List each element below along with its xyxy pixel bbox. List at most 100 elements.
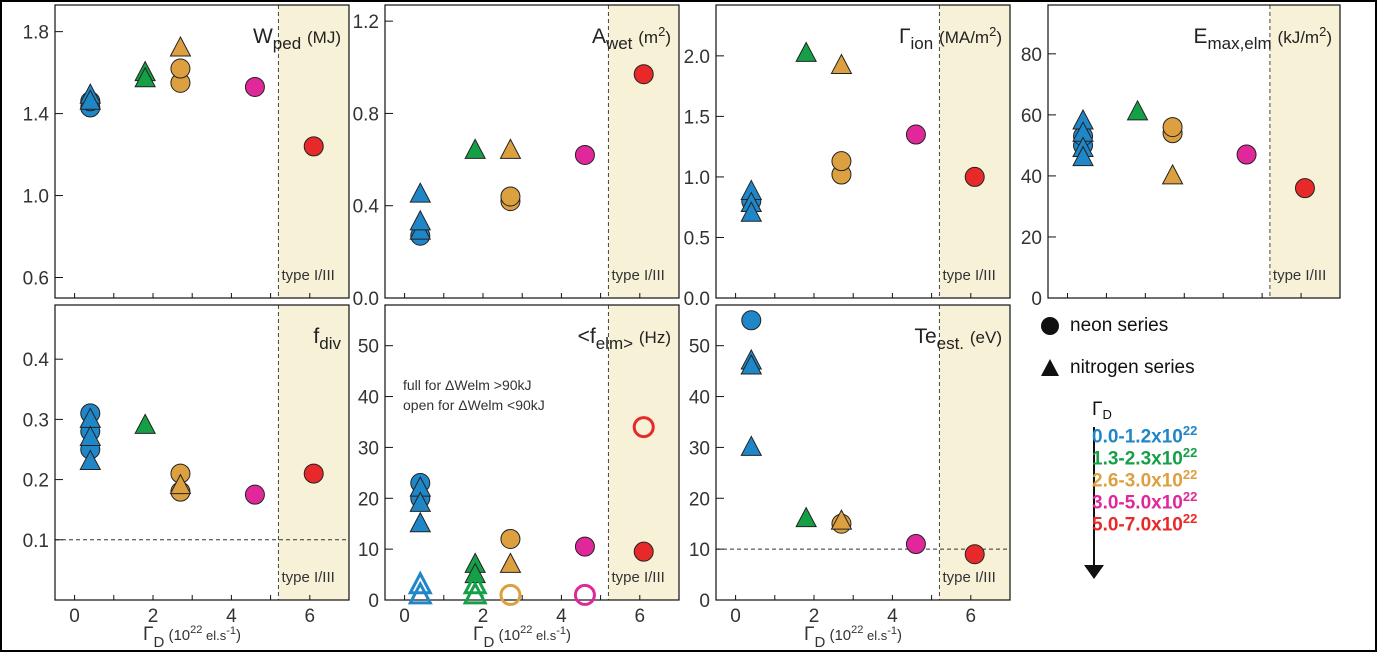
gamma-range-value: 3.0-5.0x10 [1092,492,1183,514]
x-tick-label: 0 [730,606,741,627]
data-point-circle [499,583,522,606]
panel-frame [54,4,350,299]
panel-frame [715,304,1011,601]
type-label: type I/III [942,569,995,586]
panel-title: fdiv [313,325,341,353]
arrow-down-icon [1093,427,1095,572]
data-point-triangle [1161,163,1184,185]
data-point-triangle [462,580,488,605]
type-label: type I/III [281,569,334,586]
x-tick-label: 4 [556,606,567,627]
data-point-triangle [79,89,102,110]
data-point-triangle [134,413,156,434]
type-label: type I/III [942,267,995,284]
data-point-circle [964,166,985,187]
panel-frame [1047,4,1341,299]
gamma-range-orange: 2.6-3.0x1022 [1092,467,1197,492]
y-tick-label: 0.4 [23,350,50,371]
data-point-circle [741,310,762,331]
data-point-circle [303,463,324,484]
data-point-circle [170,58,191,79]
y-tick-label: 40 [358,388,379,409]
y-tick-label: 80 [1021,45,1042,66]
y-tick-label: 10 [358,540,379,561]
data-point-circle [244,76,265,97]
panel-title: <felm> (Hz) [578,325,671,353]
gamma-range-exponent: 22 [1182,445,1198,460]
x-tick-label: 0 [69,606,80,627]
data-point-triangle [499,138,522,159]
y-tick-label: 50 [358,337,379,358]
arrow-head-icon [1084,565,1104,579]
panel-title: Emax,elm (kJ/m2) [1193,24,1332,53]
y-tick-label: 0.1 [23,531,49,552]
data-point-triangle [740,435,763,456]
gamma-range-exponent: 22 [1182,489,1198,504]
data-point-triangle [740,353,763,375]
data-point-circle [574,536,595,557]
data-point-circle [905,534,926,555]
x-axis-label: ΓD (1022 el.s-1) [143,624,241,651]
data-point-circle [831,151,852,172]
gamma-range-value: 1.3-2.3x10 [1092,448,1183,470]
data-point-circle [1294,178,1315,199]
panel-frame [384,304,680,601]
type-label: type I/III [611,267,664,284]
gamma-range-red: 5.0-7.0x1022 [1092,511,1197,536]
x-tick-label: 2 [148,606,159,627]
gamma-range-exponent: 22 [1182,467,1198,482]
gamma-range-value: 5.0-7.0x10 [1092,514,1183,536]
y-tick-label: 0.8 [353,104,379,125]
gamma-range-exponent: 22 [1182,423,1198,438]
y-tick-label: 30 [358,438,379,459]
legend: neon series nitrogen series ΓD 0.0-1.2x1… [1040,315,1360,645]
data-point-triangle [740,201,763,222]
x-tick-label: 0 [399,606,410,627]
data-point-triangle [499,552,522,573]
data-point-triangle [795,506,817,528]
data-point-circle [500,528,521,549]
data-point-triangle [134,66,156,88]
data-point-circle [964,544,985,565]
data-point-circle [633,541,654,562]
panel-title: Teest. (eV) [914,325,1002,353]
data-point-circle [573,583,596,606]
y-tick-label: 0.3 [23,410,49,431]
x-tick-label: 2 [809,606,820,627]
data-point-triangle [830,509,853,530]
triangle-marker-icon [1041,359,1059,376]
data-point-circle [574,144,595,165]
data-point-circle [1162,117,1183,138]
data-point-triangle [79,425,102,446]
gamma-symbol: Γ [1092,399,1103,420]
shaded-region [608,5,679,298]
y-tick-label: 0.5 [684,228,710,249]
x-tick-label: 4 [887,606,898,627]
data-point-triangle [409,209,432,231]
annotation-text: full for ΔWelm >90kJ [403,377,532,393]
y-tick-label: 0.6 [23,269,49,290]
data-point-circle [633,64,654,85]
y-tick-label: 0.4 [353,197,380,218]
y-tick-label: 30 [689,438,710,459]
data-point-triangle [169,473,192,495]
panel-frame [715,4,1011,299]
y-tick-label: 0.0 [353,289,379,310]
gamma-range-magenta: 3.0-5.0x1022 [1092,489,1197,514]
y-tick-label: 1.5 [684,107,710,128]
gamma-range-exponent: 22 [1182,511,1198,526]
gamma-range-blue: 0.0-1.2x1022 [1092,423,1197,448]
panel-frame [384,4,680,299]
y-tick-label: 10 [689,540,710,561]
type-label: type I/III [611,569,664,586]
annotation-text: open for ΔWelm <90kJ [403,397,545,413]
x-axis-label: ΓD (1022 el.s-1) [804,624,902,651]
data-point-triangle [409,182,432,203]
data-point-triangle [407,580,433,605]
data-point-triangle [464,138,486,159]
panel-title: Γion (MA/m2) [899,24,1002,53]
y-tick-label: 0 [368,591,379,612]
gamma-subscript: D [1102,407,1112,422]
x-tick-label: 6 [635,606,646,627]
